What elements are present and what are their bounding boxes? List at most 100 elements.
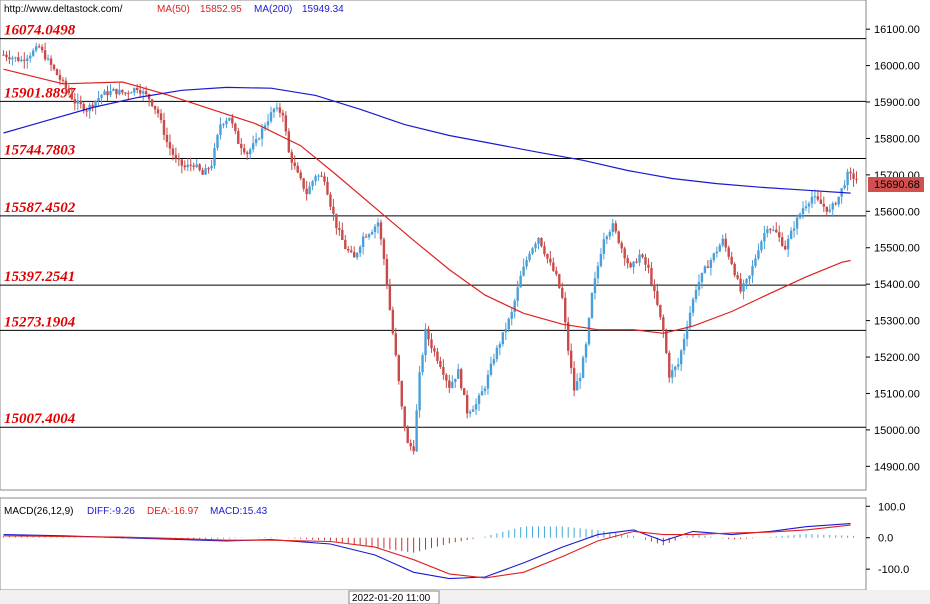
candle-body [355,253,359,258]
candle-body [308,186,311,195]
candle-body [513,300,516,312]
candle-body [189,164,192,166]
candle-body [605,236,609,240]
candle-body [614,223,617,232]
candle-body [671,370,674,378]
candle-body [775,229,778,233]
macd-dea-label: DEA:-16.97 [147,506,199,517]
candle-body [572,368,576,391]
candle-body [706,266,710,268]
bottom-axis-strip [0,590,930,604]
candle-body [266,121,270,126]
candle-body [721,238,724,246]
candle-body [76,100,79,104]
price-tag-bg [868,177,924,192]
candle-body [763,233,766,242]
y-tick-label: 15800.00 [874,133,920,145]
macd-dea-line [3,524,851,579]
candle-body [388,285,392,310]
candle-body [257,138,261,140]
candle-body [394,333,398,356]
candle-body [424,328,427,356]
level-label: 16074.0498 [4,23,76,39]
candle-body [162,119,166,135]
macd-panel: 100.0 0.0 -100.0 [2,501,909,580]
candle-body [121,89,124,93]
candle-body [109,90,112,96]
candle-body [347,248,350,251]
candle-body [724,238,727,248]
candle-body [700,272,704,282]
candle-body [798,213,802,218]
y-tick-label: 16100.00 [874,24,920,36]
candle-body [246,152,249,155]
candle-body [329,194,332,207]
candle-body [34,46,38,51]
candle-body [204,168,207,175]
candle-body [412,446,415,452]
candle-body [409,442,412,447]
candle-body [174,154,178,159]
candle-body [581,357,585,378]
macd-title: MACD(26,12,9) [4,506,73,517]
candle-body [254,139,258,144]
candle-body [2,54,5,56]
candle-body [418,372,421,411]
candle-body [674,366,677,371]
candlesticks [2,42,858,455]
candle-body [492,359,496,364]
candle-body [480,391,484,396]
candle-body [742,283,745,292]
candle-body [460,369,463,389]
candle-body [495,347,499,360]
candle-body [430,339,433,349]
candle-body [32,50,35,56]
candle-body [635,261,638,263]
candle-body [451,381,454,388]
candle-body [504,329,507,333]
candle-body [400,381,403,407]
candle-body [769,229,772,231]
candle-body [314,176,317,182]
candle-body [287,131,291,153]
candle-body [70,93,74,100]
candle-body [712,253,716,261]
candle-body [837,196,840,205]
candle-body [593,278,597,294]
candle-body [531,248,534,254]
candle-body [263,125,267,129]
candle-body [127,92,130,94]
candle-body [100,94,103,98]
candle-body [822,203,826,207]
candle-body [219,124,222,136]
candle-body [789,230,793,239]
candle-body [23,59,26,61]
candle-body [112,88,115,91]
candle-body [575,381,579,391]
candle-body [801,208,805,214]
candle-body [210,165,213,169]
candle-body [442,366,445,375]
candle-body [29,55,32,59]
candle-body [73,99,77,104]
candle-body [433,348,436,352]
candle-body [344,239,347,249]
candle-body [198,164,201,171]
candle-body [650,267,653,285]
candle-body [144,91,148,95]
candle-body [159,113,163,120]
candle-body [620,242,623,249]
candle-body [682,338,686,351]
candle-body [391,309,395,334]
time-label: 2022-01-20 11:00 [352,593,431,604]
candle-body [248,149,252,155]
candle-body [510,311,513,319]
candle-body [448,380,451,388]
candle-body [498,344,502,348]
candle-body [341,229,344,240]
candle-body [231,117,234,124]
candle-body [825,206,828,212]
header-url[interactable]: http://www.deltastock.com/ [4,4,123,15]
y-tick-label: 16000.00 [874,61,920,73]
level-label: 15587.4502 [4,200,76,216]
